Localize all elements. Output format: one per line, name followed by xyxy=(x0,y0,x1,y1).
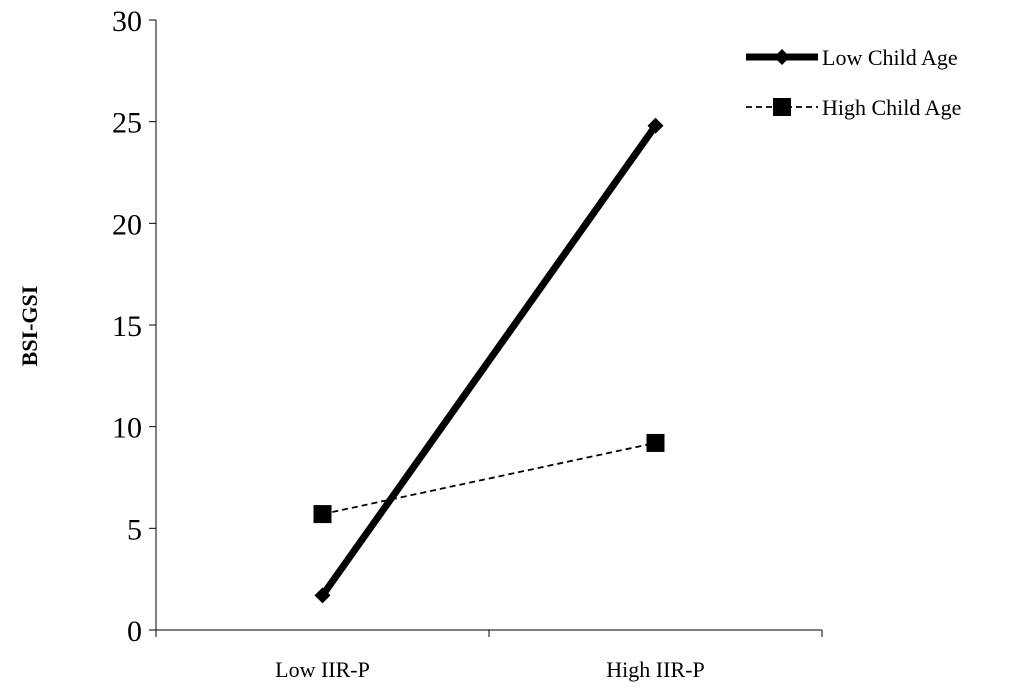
y-tick-label: 20 xyxy=(112,208,142,241)
legend-marker xyxy=(773,98,791,116)
y-ticks: 0 5 10 15 20 25 30 xyxy=(112,5,156,648)
x-ticks: Low IIR-P High IIR-P xyxy=(155,630,823,682)
y-tick-label: 15 xyxy=(112,310,142,343)
legend-marker xyxy=(774,49,790,65)
y-tick-label: 30 xyxy=(112,5,142,38)
series-line xyxy=(319,123,659,598)
axes xyxy=(155,20,822,631)
y-axis-title: BSI-GSI xyxy=(17,286,42,367)
y-tick-label: 10 xyxy=(112,412,142,445)
legend-label: Low Child Age xyxy=(822,45,958,70)
x-tick-label: High IIR-P xyxy=(606,657,704,682)
series-high-child-age xyxy=(313,433,665,524)
series-group xyxy=(313,117,665,604)
x-tick-label: Low IIR-P xyxy=(275,657,370,682)
y-tick-label: 25 xyxy=(112,107,142,140)
legend-label: High Child Age xyxy=(822,95,961,120)
series-low-child-age xyxy=(314,117,664,604)
data-point xyxy=(647,117,664,134)
data-point xyxy=(314,587,331,604)
legend: Low Child Age High Child Age xyxy=(746,45,961,120)
data-point xyxy=(313,505,332,524)
data-point xyxy=(646,433,665,452)
legend-entry: High Child Age xyxy=(746,95,961,120)
y-tick-label: 0 xyxy=(127,615,142,648)
legend-entry: Low Child Age xyxy=(746,45,958,70)
series-line xyxy=(322,442,656,515)
y-tick-label: 5 xyxy=(127,513,142,546)
